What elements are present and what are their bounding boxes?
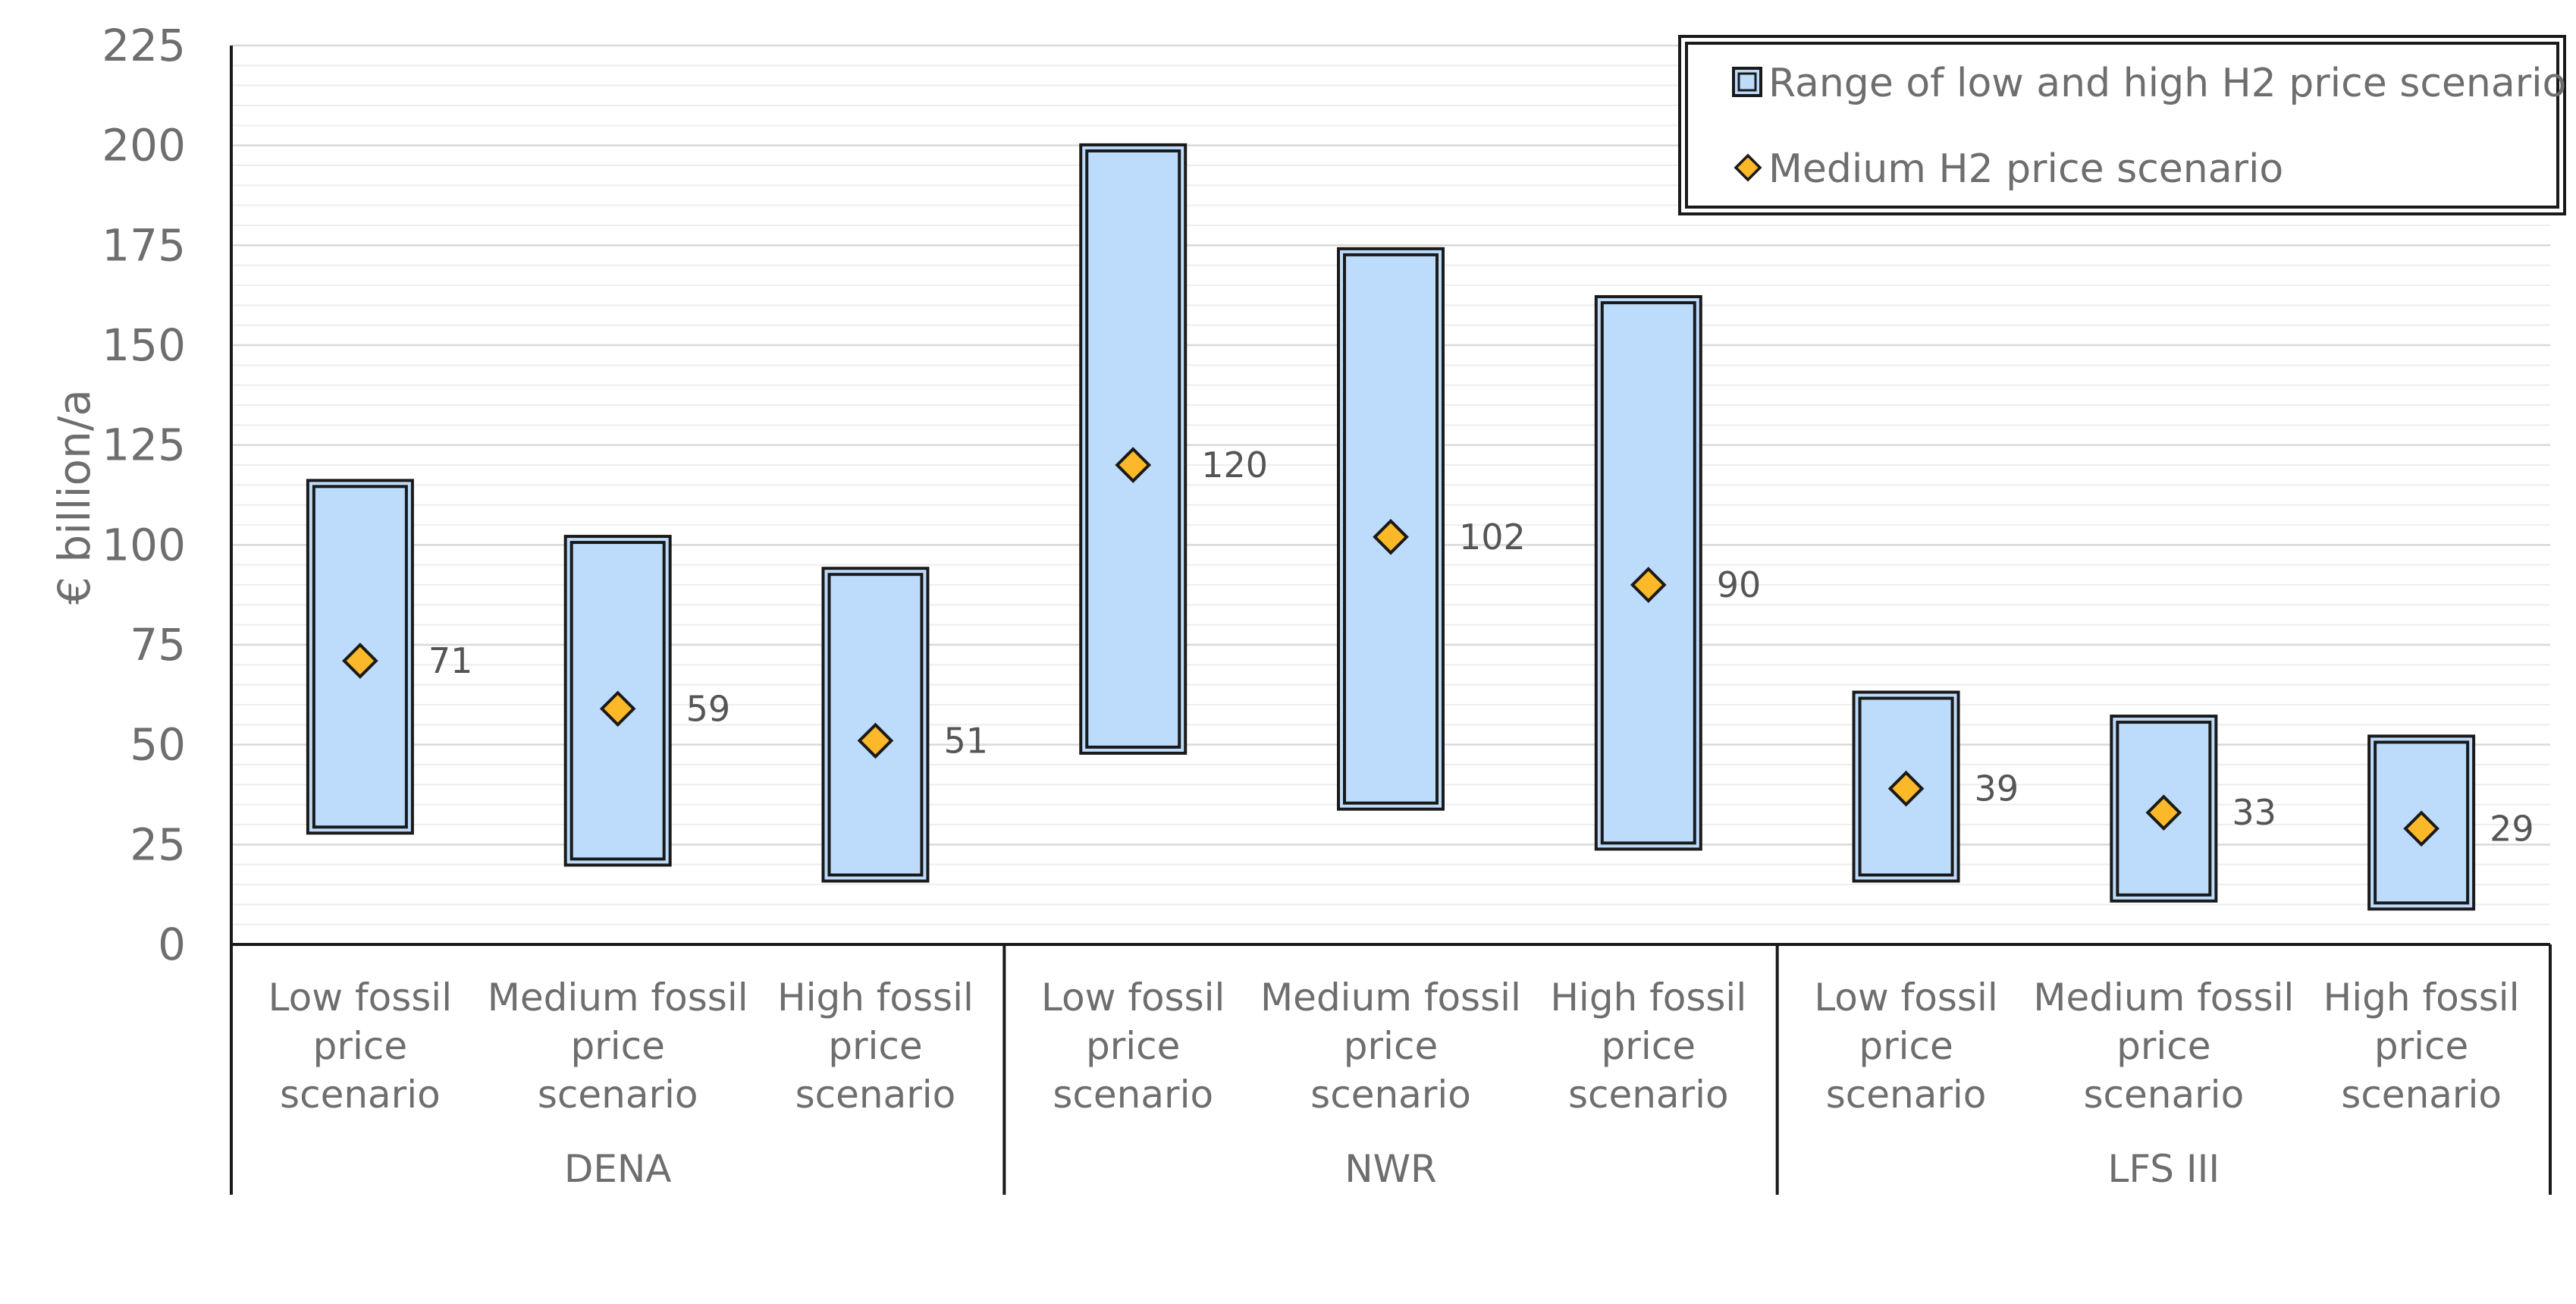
data-label: 59 bbox=[686, 688, 731, 729]
data-label: 39 bbox=[1975, 768, 2019, 809]
data-label: 90 bbox=[1717, 564, 1762, 605]
data-label: 71 bbox=[428, 640, 473, 681]
category-label: price bbox=[1859, 1024, 1953, 1068]
category-label: High fossil bbox=[777, 976, 974, 1020]
category-label: scenario bbox=[1310, 1073, 1471, 1117]
category-label: scenario bbox=[2083, 1073, 2244, 1117]
y-tick-label: 75 bbox=[130, 619, 186, 671]
y-tick-label: 150 bbox=[102, 319, 186, 371]
category-label: scenario bbox=[1568, 1073, 1729, 1117]
medium-marker bbox=[2403, 810, 2440, 847]
category-label: Low fossil bbox=[1814, 976, 1997, 1020]
legend: Range of low and high H2 price scenario … bbox=[1678, 35, 2566, 215]
category-label: price bbox=[1086, 1024, 1180, 1068]
medium-marker bbox=[1373, 518, 1409, 555]
y-tick-label: 0 bbox=[158, 919, 186, 970]
category-label: scenario bbox=[795, 1073, 956, 1117]
legend-range-swatch-inner bbox=[1737, 72, 1757, 92]
category-label: price bbox=[313, 1024, 407, 1068]
data-label: 102 bbox=[1459, 517, 1526, 558]
category-label: Low fossil bbox=[268, 976, 452, 1020]
data-label: 51 bbox=[943, 720, 988, 761]
data-label: 29 bbox=[2490, 808, 2534, 849]
group-label: DENA bbox=[564, 1147, 672, 1191]
y-tick-label: 25 bbox=[130, 819, 186, 870]
y-tick-label: 225 bbox=[102, 20, 186, 71]
category-label: High fossil bbox=[2323, 976, 2520, 1020]
y-tick-label: 175 bbox=[102, 219, 186, 271]
medium-marker bbox=[1115, 447, 1152, 483]
range-box-inner bbox=[1343, 253, 1439, 805]
y-tick-label: 125 bbox=[102, 419, 186, 471]
category-label: price bbox=[2374, 1024, 2468, 1068]
category-label: High fossil bbox=[1550, 976, 1746, 1020]
group-label: LFS III bbox=[2108, 1147, 2220, 1191]
category-label: price bbox=[828, 1024, 922, 1068]
category-label: price bbox=[1602, 1024, 1696, 1068]
data-label: 33 bbox=[2232, 792, 2276, 833]
category-label: price bbox=[570, 1024, 664, 1068]
category-label: Low fossil bbox=[1041, 976, 1225, 1020]
medium-marker bbox=[857, 722, 894, 759]
category-label: scenario bbox=[2341, 1073, 2502, 1117]
category-label: price bbox=[2116, 1024, 2210, 1068]
medium-marker bbox=[342, 643, 378, 679]
legend-diamond-icon bbox=[1734, 153, 1762, 182]
category-label: price bbox=[1344, 1024, 1438, 1068]
medium-marker bbox=[599, 690, 636, 727]
y-tick-label: 50 bbox=[130, 719, 186, 771]
category-label: Medium fossil bbox=[488, 976, 748, 1020]
legend-frame-outer bbox=[1678, 35, 2566, 215]
group-label: NWR bbox=[1344, 1147, 1437, 1191]
category-label: scenario bbox=[1053, 1073, 1213, 1117]
medium-marker bbox=[2145, 794, 2182, 831]
category-label: scenario bbox=[538, 1073, 698, 1117]
legend-range-label: Range of low and high H2 price scenario bbox=[1768, 61, 2566, 106]
category-label: scenario bbox=[1826, 1073, 1987, 1117]
category-label: Medium fossil bbox=[2033, 976, 2294, 1020]
category-label: Medium fossil bbox=[1260, 976, 1521, 1020]
legend-medium-label: Medium H2 price scenario bbox=[1768, 146, 2283, 192]
y-axis-title: € billion/a bbox=[49, 389, 100, 605]
y-tick-label: 100 bbox=[102, 519, 186, 570]
medium-marker bbox=[1887, 770, 1925, 807]
medium-marker bbox=[1630, 567, 1667, 603]
category-label: scenario bbox=[280, 1073, 441, 1117]
legend-frame-inner bbox=[1685, 42, 2559, 209]
y-axis-title-group: € billion/a bbox=[49, 389, 100, 605]
y-tick-label: 200 bbox=[102, 120, 186, 171]
medium-markers: 71 59 51 120 102 90 39 33 29 bbox=[342, 445, 2534, 849]
data-label: 120 bbox=[1201, 445, 1268, 485]
